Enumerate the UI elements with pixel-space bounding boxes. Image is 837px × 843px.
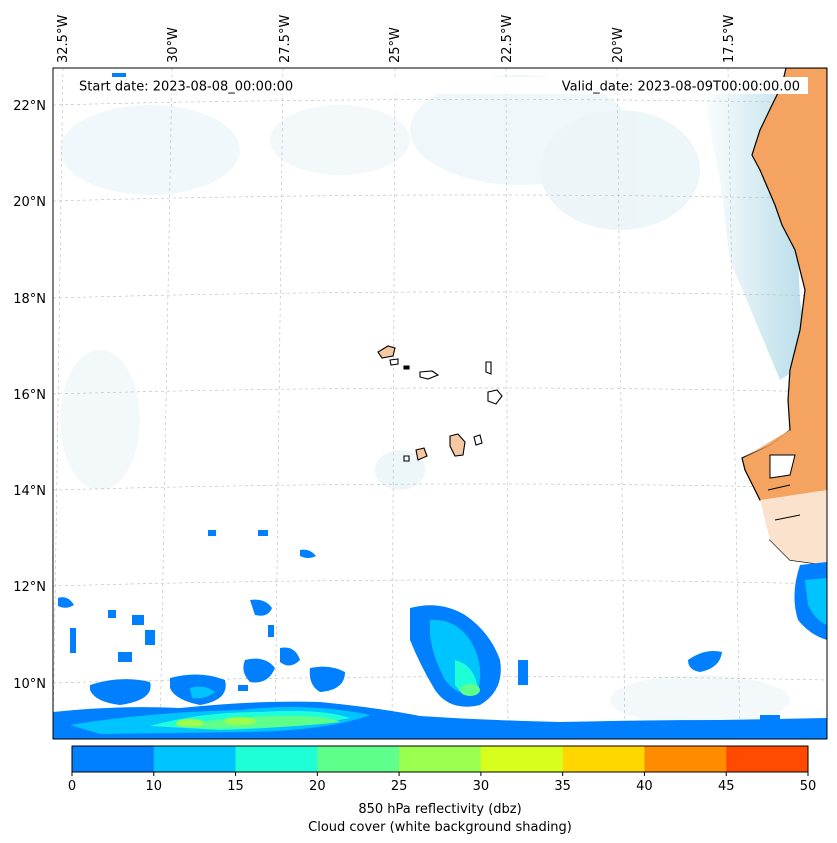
lon-label: 20°W (611, 27, 626, 63)
lat-label: 14°N (13, 484, 46, 499)
lat-label: 20°N (13, 195, 46, 210)
colorbar-segment (480, 746, 564, 772)
colorbar-segment (562, 746, 645, 772)
cloud-cover-shading (60, 75, 790, 725)
map-plot-area (53, 68, 827, 739)
cape-verde-islands (377, 345, 503, 462)
colorbar-segment (235, 746, 318, 772)
colorbar-frame (71, 745, 809, 773)
africa-landmass (741, 68, 827, 566)
colorbar-segment (72, 746, 155, 772)
colorbar: 0 10 15 20 25 30 35 40 45 50 (68, 745, 817, 794)
colorbar-segment (644, 746, 727, 772)
colorbar-tick-label: 15 (227, 779, 244, 794)
colorbar-label-line2: Cloud cover (white background shading) (308, 820, 572, 835)
colorbar-label-line1: 850 hPa reflectivity (dbz) (358, 802, 521, 817)
lat-label: 10°N (13, 677, 46, 692)
colorbar-tick-label: 25 (391, 779, 408, 794)
lon-label: 30°W (166, 27, 181, 63)
colorbar-tick-label: 35 (554, 779, 571, 794)
colorbar-tick-label: 10 (146, 779, 163, 794)
lat-label: 18°N (13, 292, 46, 307)
start-date-label: Start date: 2023-08-08_00:00:00 (79, 80, 293, 95)
longitude-labels: 32.5°W 30°W 27.5°W 25°W 22.5°W 20°W 17.5… (56, 15, 737, 63)
colorbar-tick-label: 30 (473, 779, 490, 794)
graticule (53, 68, 827, 739)
map-frame (52, 67, 828, 740)
colorbar-tick-label: 40 (636, 779, 653, 794)
lon-label: 22.5°W (500, 15, 515, 63)
lon-label: 27.5°W (278, 15, 293, 63)
colorbar-tick-label: 45 (718, 779, 735, 794)
valid-date-label: Valid_date: 2023-08-09T00:00:00.00 (562, 80, 800, 95)
lon-label: 32.5°W (56, 15, 71, 63)
colorbar-segment (153, 746, 237, 772)
lat-label: 12°N (13, 580, 46, 595)
latitude-labels: 22°N 20°N 18°N 16°N 14°N 12°N 10°N (13, 99, 46, 692)
annotation-band (75, 77, 808, 94)
lat-label: 22°N (13, 99, 46, 114)
lon-label: 25°W (388, 27, 403, 63)
colorbar-segment (317, 746, 400, 772)
colorbar-segment (399, 746, 482, 772)
colorbar-tick-label: 0 (68, 779, 76, 794)
lon-label: 17.5°W (722, 15, 737, 63)
colorbar-segment (726, 746, 809, 772)
reflectivity-field (53, 73, 827, 739)
colorbar-tick-label: 20 (309, 779, 326, 794)
lat-label: 16°N (13, 388, 46, 403)
colorbar-tick-label: 50 (800, 779, 817, 794)
